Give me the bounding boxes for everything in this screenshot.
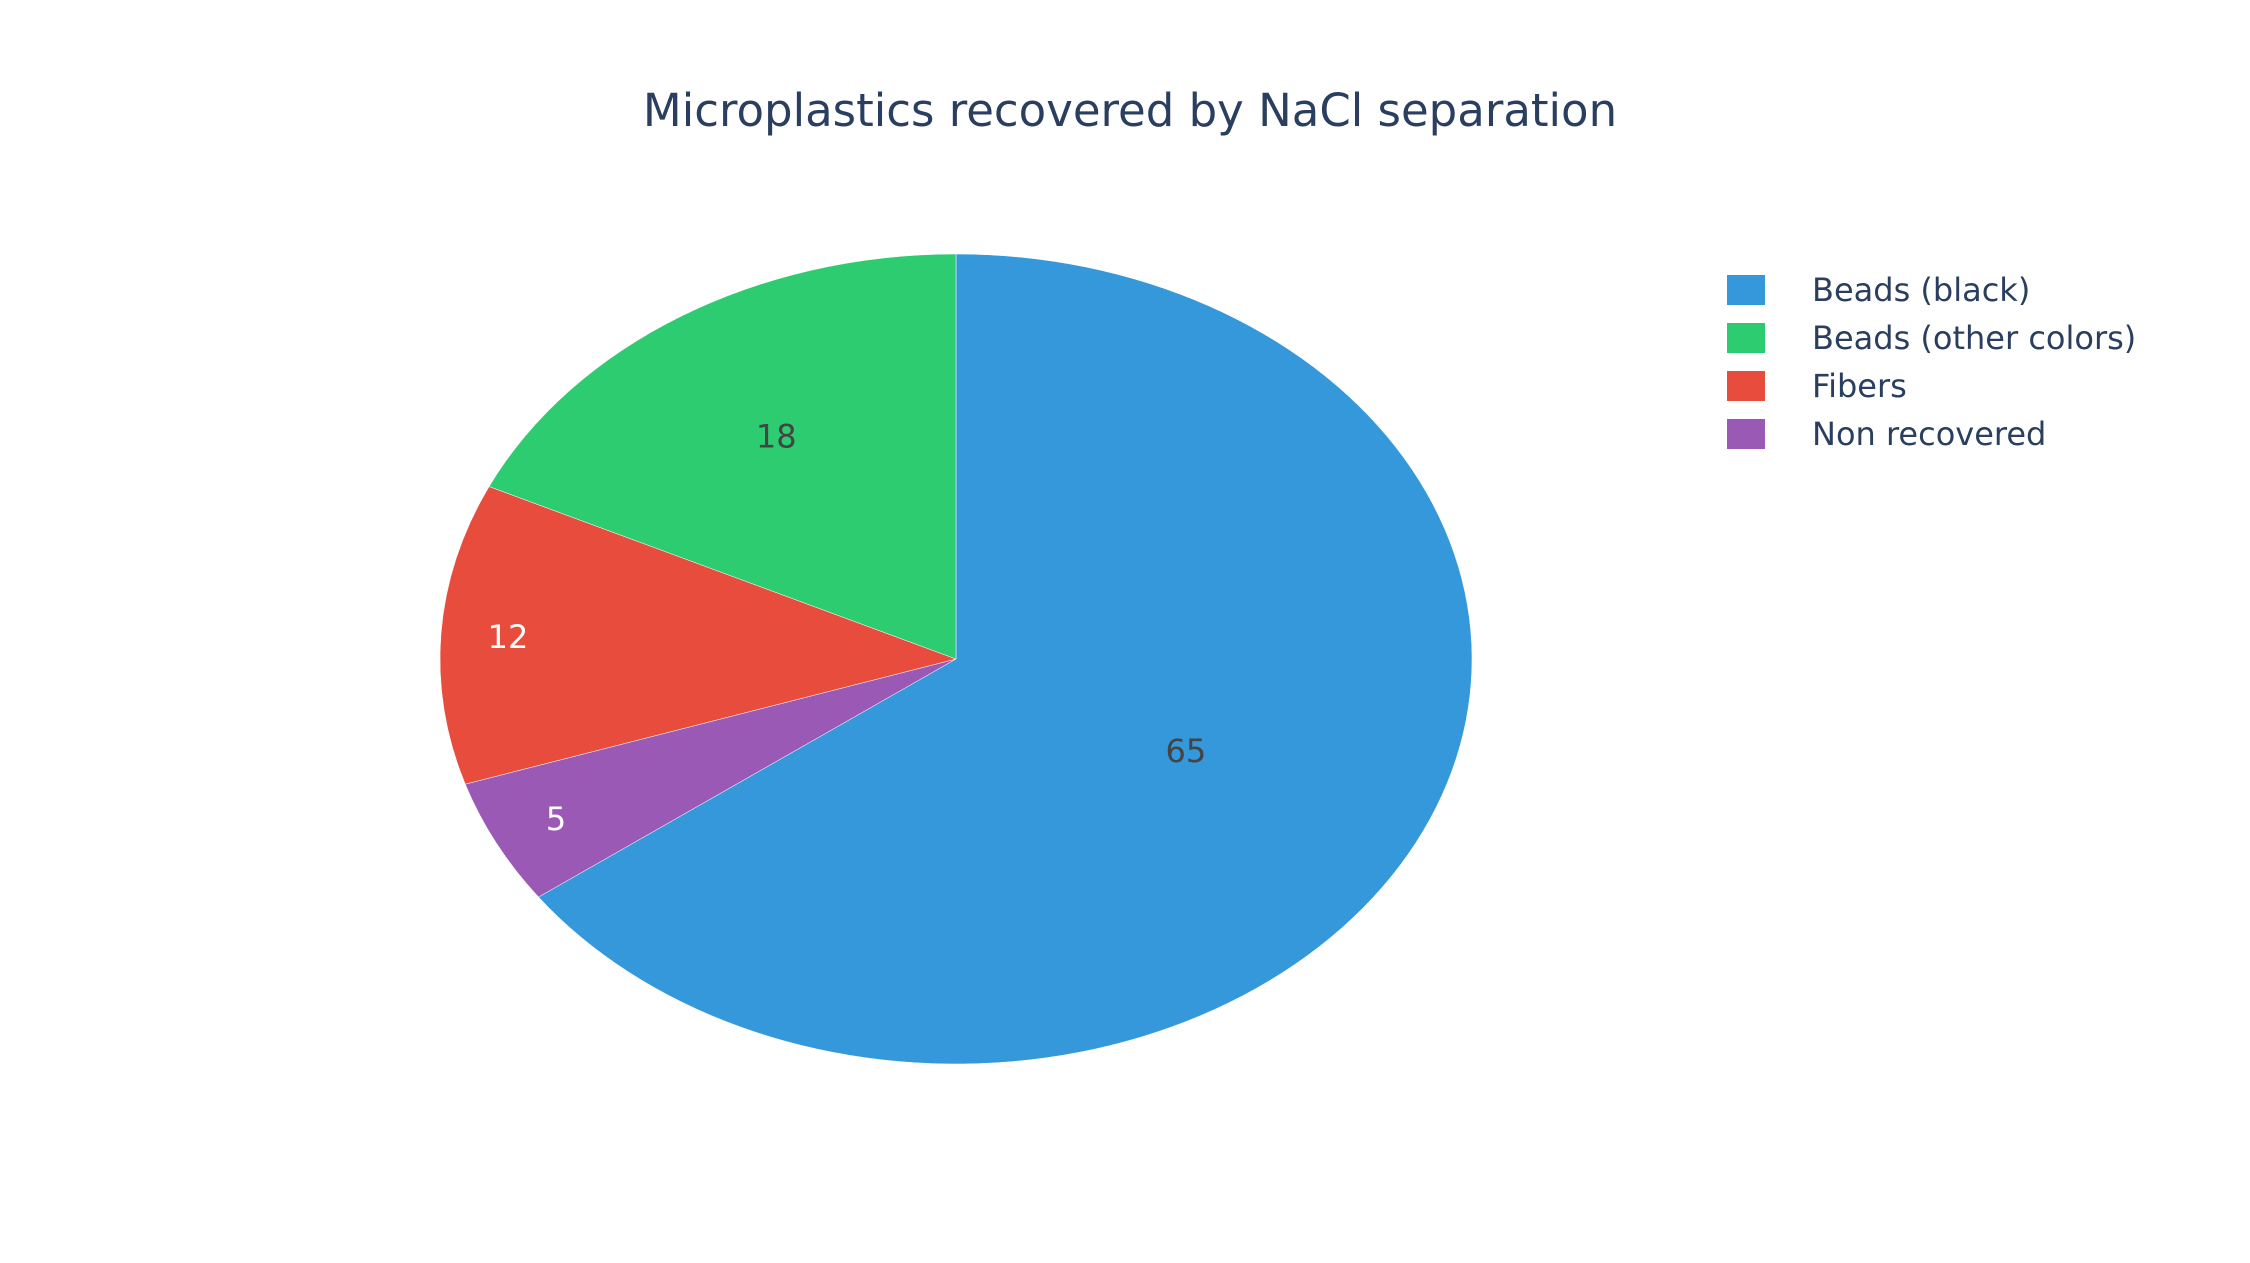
pie-slice-beads-other-colors[interactable]	[488, 253, 957, 660]
legend-item[interactable]: Non recovered	[1727, 415, 2046, 453]
legend-item[interactable]: Fibers	[1727, 367, 1907, 405]
slice-value-label: 65	[1166, 732, 1207, 770]
pie-slice-fibers[interactable]	[439, 486, 957, 785]
legend-label: Fibers	[1812, 367, 1907, 405]
legend-item[interactable]: Beads (other colors)	[1727, 319, 2136, 357]
legend-label: Beads (black)	[1812, 271, 2030, 309]
legend-item[interactable]: Beads (black)	[1727, 271, 2030, 309]
legend-label: Non recovered	[1812, 415, 2046, 453]
pie-slice-beads-black[interactable]	[538, 253, 1473, 1065]
chart-title: Microplastics recovered by NaCl separati…	[643, 84, 1617, 137]
pie-slice-non-recovered[interactable]	[464, 658, 957, 898]
legend-swatch	[1727, 371, 1765, 401]
legend-label: Beads (other colors)	[1812, 319, 2136, 357]
legend-swatch	[1727, 419, 1765, 449]
legend-swatch	[1727, 323, 1765, 353]
slice-value-label: 12	[488, 618, 529, 656]
slice-value-label: 18	[756, 418, 797, 456]
legend-swatch	[1727, 275, 1765, 305]
slice-value-label: 5	[546, 800, 566, 838]
